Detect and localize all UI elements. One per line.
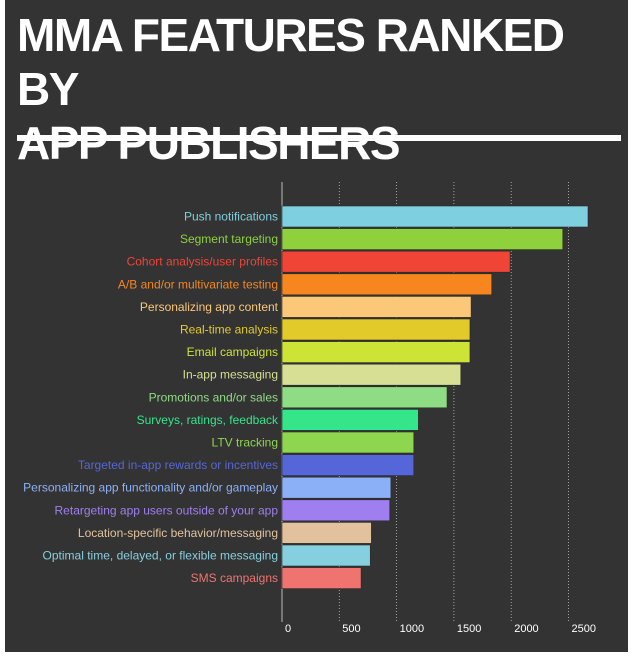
- category-label: SMS campaigns: [191, 571, 278, 585]
- title-divider: [17, 135, 621, 141]
- bar: [281, 522, 372, 544]
- bar: [281, 544, 371, 567]
- title-line-2: APP PUBLISHERS: [17, 117, 401, 169]
- bar: [281, 431, 415, 454]
- x-tick-label: 0: [285, 623, 291, 635]
- bar: [281, 296, 472, 318]
- x-tick-label: 500: [342, 623, 360, 635]
- bar: [281, 341, 471, 363]
- bar: [281, 567, 362, 589]
- bar: [281, 476, 392, 499]
- category-label: LTV tracking: [212, 436, 278, 450]
- title-line-1: MMA FEATURES RANKED BY: [17, 9, 565, 115]
- chart-title: MMA FEATURES RANKED BY APP PUBLISHERS: [17, 8, 617, 170]
- category-label: Retargeting app users outside of your ap…: [55, 503, 279, 517]
- bar: [281, 386, 448, 409]
- bar: [281, 318, 471, 341]
- category-label: A/B and/or multivariate testing: [118, 277, 278, 291]
- category-label: Personalizing app content: [140, 300, 279, 314]
- bar: [281, 205, 589, 228]
- category-label: Segment targeting: [180, 232, 278, 246]
- category-label: Surveys, ratings, feedback: [137, 413, 279, 427]
- bar: [281, 409, 419, 431]
- category-label: Push notifications: [184, 210, 278, 224]
- category-label: Location-specific behavior/messaging: [78, 526, 278, 540]
- bar: [281, 454, 415, 476]
- category-label: Cohort analysis/user profiles: [127, 255, 278, 269]
- category-label: Promotions and/or sales: [149, 390, 278, 404]
- x-tick-label: 1000: [400, 623, 424, 635]
- category-label: Email campaigns: [187, 345, 278, 359]
- bar: [281, 499, 391, 522]
- bar: [281, 273, 493, 296]
- x-tick-label: 2500: [572, 623, 596, 635]
- bar: [281, 250, 511, 273]
- x-tick-label: 1500: [457, 623, 481, 635]
- category-label: In-app messaging: [183, 368, 278, 382]
- category-label: Optimal time, delayed, or flexible messa…: [43, 549, 278, 563]
- category-label: Real-time analysis: [180, 323, 278, 337]
- x-tick-label: 2000: [514, 623, 538, 635]
- category-label: Personalizing app functionality and/or g…: [23, 481, 278, 495]
- category-label: Targeted in-app rewards or incentives: [78, 458, 278, 472]
- bar: [281, 228, 564, 250]
- bar: [281, 363, 462, 386]
